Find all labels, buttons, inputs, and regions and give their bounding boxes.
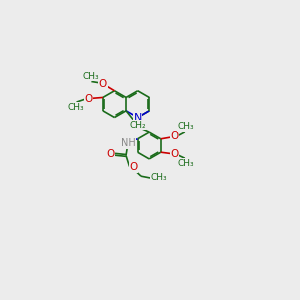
Text: CH₂: CH₂ <box>129 121 146 130</box>
Text: O: O <box>84 94 92 103</box>
Text: O: O <box>130 162 138 172</box>
Text: O: O <box>99 79 107 89</box>
Text: CH₃: CH₃ <box>82 72 99 81</box>
Text: N: N <box>134 112 142 122</box>
Text: CH₃: CH₃ <box>151 173 167 182</box>
Text: CH₃: CH₃ <box>68 103 84 112</box>
Text: CH₃: CH₃ <box>177 159 194 168</box>
Text: NH: NH <box>121 138 135 148</box>
Text: O: O <box>170 131 178 142</box>
Text: O: O <box>170 149 178 159</box>
Text: CH₃: CH₃ <box>177 122 194 131</box>
Text: O: O <box>107 149 115 159</box>
